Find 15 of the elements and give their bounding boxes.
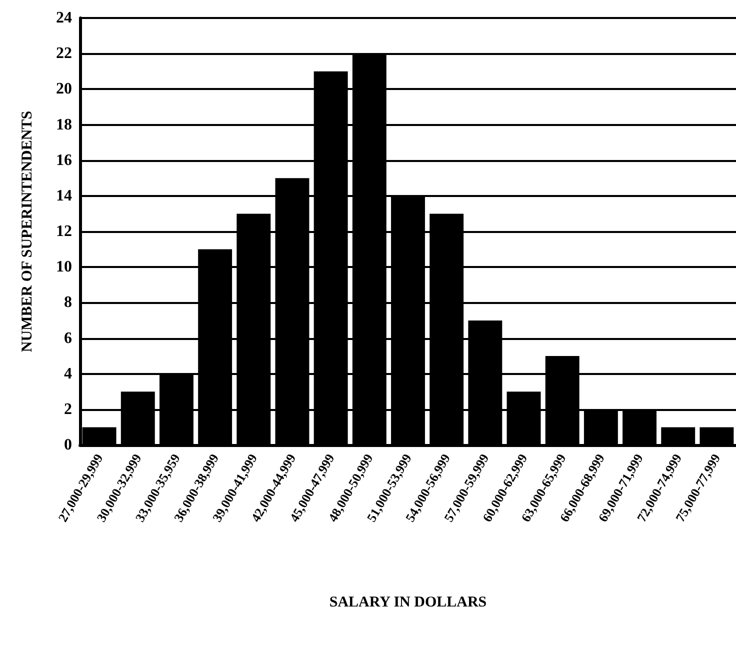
y-tick-label: 2: [64, 400, 72, 418]
y-tick-label: 4: [64, 365, 72, 382]
y-tick-label: 8: [64, 294, 72, 312]
y-tick-label: 14: [56, 187, 72, 204]
y-tick-label: 12: [56, 223, 72, 240]
y-tick-label: 22: [56, 45, 72, 62]
x-axis-title: SALARY IN DOLLARS: [329, 594, 487, 610]
y-tick-label: 20: [56, 80, 72, 98]
y-tick-label: 0: [64, 436, 72, 454]
y-tick-label: 24: [56, 10, 72, 26]
y-tick-label: 18: [56, 116, 72, 134]
y-tick-label: 6: [64, 330, 72, 347]
y-tick-label: 16: [56, 152, 72, 169]
y-axis-title: NUMBER OF SUPERINTENDENTS: [20, 110, 36, 352]
y-tick-label: 10: [56, 258, 72, 276]
